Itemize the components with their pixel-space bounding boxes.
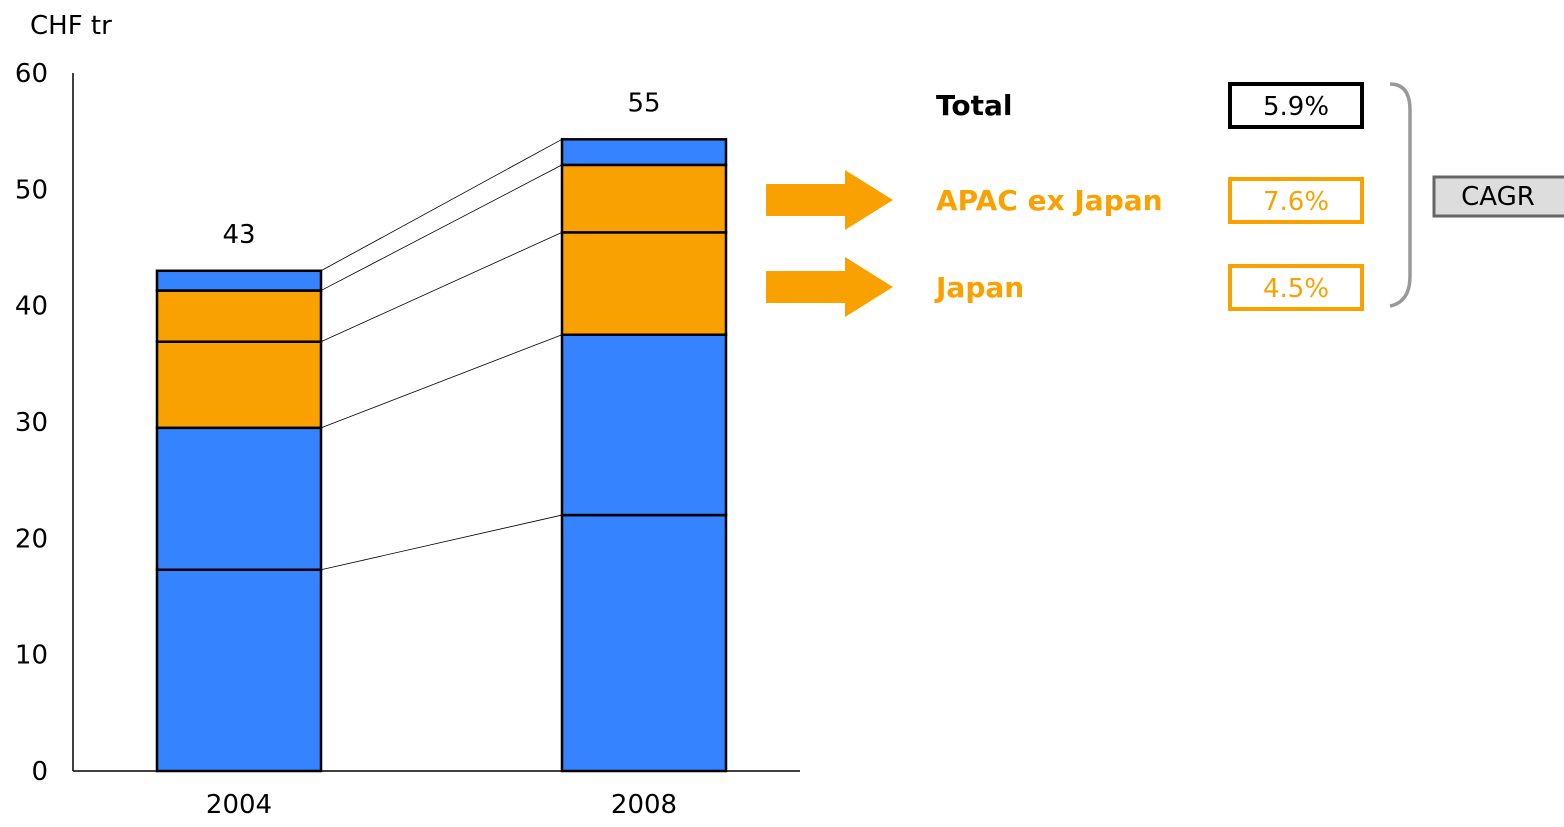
y-tick-label-10: 10 [15, 641, 48, 671]
bar-segment-2004-3 [155, 340, 323, 430]
bars [155, 138, 728, 773]
x-tick-label-2008: 2008 [611, 790, 677, 820]
cagr-value-1: 5.9% [1263, 92, 1329, 122]
connector-line-4 [320, 164, 563, 291]
cagr-row-label-3: Japan [934, 271, 1024, 304]
axes [72, 73, 800, 772]
cagr-value-3: 4.5% [1263, 274, 1329, 304]
connector-lines [320, 138, 563, 571]
y-tick-label-50: 50 [15, 175, 48, 205]
cagr-value-box-1 [1228, 82, 1364, 129]
bar-segment-2008-4 [560, 163, 728, 234]
y-tick-label-30: 30 [15, 408, 48, 438]
total-labels: 43 55 [222, 88, 660, 249]
cagr-row-label-1: Total [936, 89, 1013, 122]
cagr-value-2: 7.6% [1263, 187, 1329, 217]
cagr-row-label-2: APAC ex Japan [936, 184, 1163, 217]
connector-line-3 [320, 232, 563, 343]
arrow-icon [766, 170, 893, 230]
bar-segment-2008-3 [560, 231, 728, 336]
y-axis-ticks: 0 10 20 30 40 50 60 [15, 59, 48, 787]
y-tick-label-0: 0 [31, 757, 48, 787]
total-label-2008: 55 [627, 88, 660, 118]
cagr-panel: Total 5.9% APAC ex Japan 7.6% Japan 4.5% CAGR [766, 82, 1564, 317]
bar-segment-2004-1 [155, 568, 323, 773]
bar-segment-2004-4 [155, 289, 323, 343]
bar-segment-2008-2 [560, 333, 728, 517]
bar-segment-2004-2 [155, 426, 323, 571]
total-label-2004: 43 [222, 220, 255, 250]
y-tick-label-60: 60 [15, 59, 48, 89]
unit-label: CHF tr [30, 11, 112, 41]
arrow-icon [766, 257, 893, 317]
cagr-tag-label: CAGR [1461, 182, 1535, 212]
x-axis-labels: 2004 2008 [206, 790, 677, 820]
cagr-value-box-2 [1228, 177, 1364, 224]
y-tick-label-40: 40 [15, 292, 48, 322]
bar-segment-2008-1 [560, 513, 728, 773]
y-tick-label-20: 20 [15, 524, 48, 554]
x-tick-label-2004: 2004 [206, 790, 272, 820]
connector-line-1 [320, 514, 563, 571]
bracket [1389, 82, 1412, 308]
connector-line-5 [320, 138, 563, 272]
cagr-tag [1432, 175, 1564, 218]
cagr-value-box-3 [1228, 264, 1364, 311]
bar-segment-2008-5 [560, 138, 728, 167]
bar-segment-2004-5 [155, 269, 323, 292]
connector-line-2 [320, 334, 563, 429]
